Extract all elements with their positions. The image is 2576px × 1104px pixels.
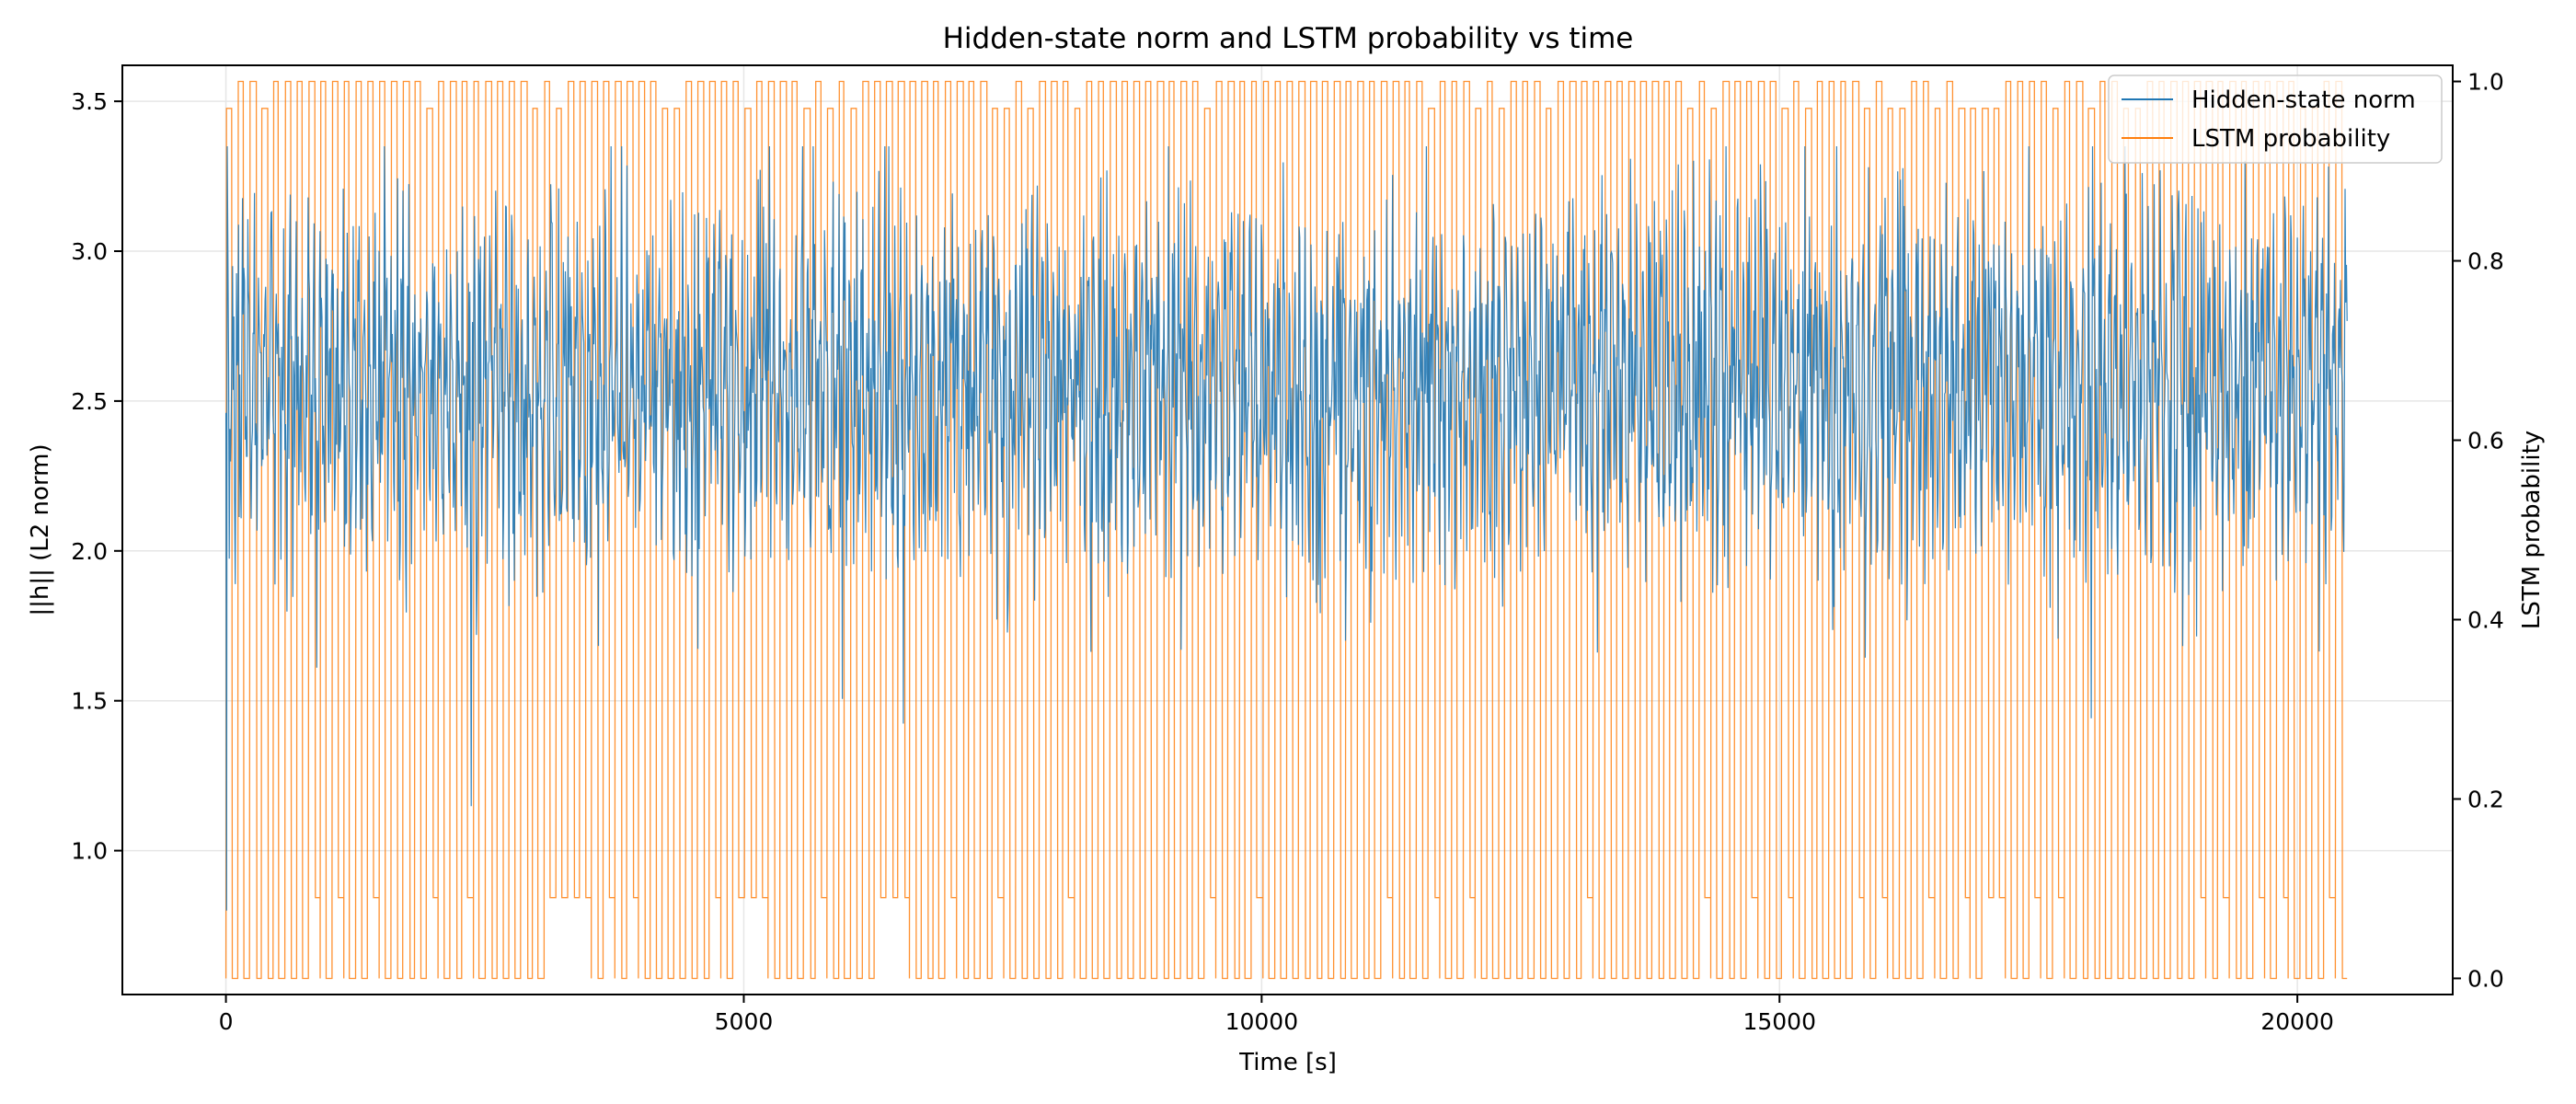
legend: Hidden-state norm LSTM probability (2108, 75, 2443, 164)
legend-box (2108, 75, 2443, 164)
series-lstm-probability-line (224, 80, 2348, 980)
y-axis-label: ||h|| (L2 norm) (27, 443, 54, 615)
y2-axis-label: LSTM probability (2518, 431, 2546, 629)
y2-tick-label: 0.0 (2467, 965, 2504, 992)
x-tick-label: 5000 (715, 1008, 774, 1035)
y-tick-label: 2.0 (71, 538, 108, 565)
y2-tick-label: 1.0 (2467, 69, 2504, 96)
y2-tick-label: 0.2 (2467, 786, 2504, 812)
y-tick-label: 1.0 (71, 838, 108, 865)
y-axis-right: 0.0 0.2 0.4 0.6 0.8 1.0 (2453, 69, 2504, 992)
x-axis-label: Time [s] (1238, 1049, 1337, 1076)
x-axis: 0 5000 10000 15000 20000 (219, 995, 2334, 1035)
series-hidden-state-norm-line (225, 145, 2348, 911)
x-tick-label: 0 (219, 1008, 234, 1035)
plot-frame (121, 64, 2454, 995)
y-tick-label: 2.5 (71, 388, 108, 415)
y2-tick-label: 0.6 (2467, 428, 2504, 454)
x-tick-label: 10000 (1225, 1008, 1299, 1035)
y-tick-label: 3.5 (71, 88, 108, 115)
x-tick-label: 15000 (1742, 1008, 1816, 1035)
legend-label-lstm-probability: LSTM probability (2191, 125, 2390, 153)
series-layer (224, 80, 2348, 980)
chart-title: Hidden-state norm and LSTM probability v… (943, 22, 1634, 55)
y2-tick-label: 0.8 (2467, 248, 2504, 275)
y-axis-left: 1.0 1.5 2.0 2.5 3.0 3.5 (71, 88, 122, 865)
y-tick-label: 1.5 (71, 688, 108, 715)
y-tick-label: 3.0 (71, 238, 108, 265)
legend-label-hidden-state-norm: Hidden-state norm (2191, 86, 2416, 114)
y2-tick-label: 0.4 (2467, 606, 2504, 633)
x-tick-label: 20000 (2260, 1008, 2334, 1035)
